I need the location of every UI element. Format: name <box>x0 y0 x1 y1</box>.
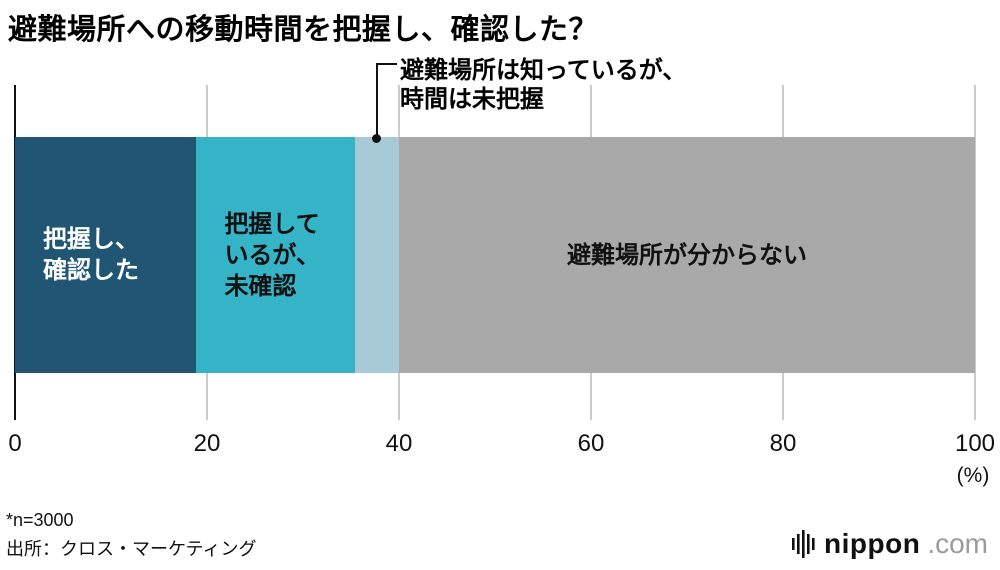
gridline-100 <box>974 85 976 420</box>
bar-segment-label: 把握して いるが、 未確認 <box>224 210 320 300</box>
callout-dot <box>372 134 382 143</box>
callout-label-line1: 避難場所は知っているが、 <box>400 57 687 84</box>
x-tick-label-100: 100 <box>954 430 996 457</box>
x-axis-unit: (%) <box>956 464 990 487</box>
callout-line-horizontal <box>376 63 397 65</box>
plot-area: 把握し、 確認した 把握して いるが、 未確認 避難場所が分からない <box>14 63 976 420</box>
callout-line-vertical <box>375 63 378 139</box>
bar-segment-2: 把握して いるが、 未確認 <box>196 137 355 373</box>
bar-segment-3 <box>354 137 399 373</box>
x-tick-label-60: 60 <box>577 430 605 457</box>
source-note: 出所：クロス・マーケティング <box>6 539 257 559</box>
x-tick-label-80: 80 <box>769 430 797 457</box>
x-axis: 0 20 40 60 80 100 <box>8 430 995 462</box>
x-tick-label-40: 40 <box>385 430 413 457</box>
soundwave-icon <box>791 529 817 559</box>
callout-label: 避難場所は知っているが、 時間は未把握 <box>400 56 686 114</box>
bar-segment-4: 避難場所が分からない <box>398 137 975 373</box>
x-tick-label-20: 20 <box>193 430 221 457</box>
stacked-bar: 把握し、 確認した 把握して いるが、 未確認 避難場所が分からない <box>15 137 975 373</box>
callout-label-line2: 時間は未把握 <box>400 86 544 113</box>
x-tick-label-0: 0 <box>8 430 22 457</box>
nippon-logo: nippon .com <box>791 528 988 560</box>
logo-tld-text: .com <box>927 528 988 559</box>
sample-size-note: *n=3000 <box>6 510 74 530</box>
bar-segment-label: 避難場所が分からない <box>566 241 807 269</box>
logo-name-text: nippon <box>824 528 921 559</box>
chart-title: 避難場所への移動時間を把握し、確認した？ <box>8 14 599 46</box>
bar-segment-1: 把握し、 確認した <box>15 137 197 373</box>
bar-segment-label: 把握し、 確認した <box>43 226 139 284</box>
